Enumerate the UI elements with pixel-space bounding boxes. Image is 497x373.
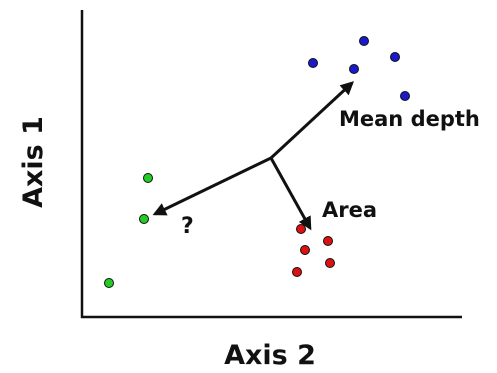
point-series1-3 bbox=[325, 258, 335, 268]
point-series0-0 bbox=[308, 58, 318, 68]
point-series2-0 bbox=[143, 173, 153, 183]
point-series1-2 bbox=[300, 245, 310, 255]
arrow-label-unknown: ? bbox=[181, 214, 194, 239]
y-axis-label: Axis 1 bbox=[18, 116, 49, 208]
point-series0-4 bbox=[400, 91, 410, 101]
point-series2-1 bbox=[139, 214, 149, 224]
point-series0-1 bbox=[359, 36, 369, 46]
point-series0-3 bbox=[349, 64, 359, 74]
arrow-mean-depth bbox=[269, 81, 354, 160]
arrow-label-area: Area bbox=[322, 198, 377, 222]
point-series1-1 bbox=[323, 236, 333, 246]
arrow-label-mean-depth: Mean depth bbox=[339, 107, 480, 131]
point-series1-0 bbox=[296, 224, 306, 234]
point-series0-2 bbox=[390, 52, 400, 62]
x-axis-label: Axis 2 bbox=[224, 340, 316, 371]
arrow-unknown bbox=[152, 156, 272, 216]
point-series2-2 bbox=[104, 278, 114, 288]
arrow-area bbox=[269, 157, 312, 231]
scatter-points bbox=[104, 36, 410, 288]
point-series1-4 bbox=[292, 267, 302, 277]
